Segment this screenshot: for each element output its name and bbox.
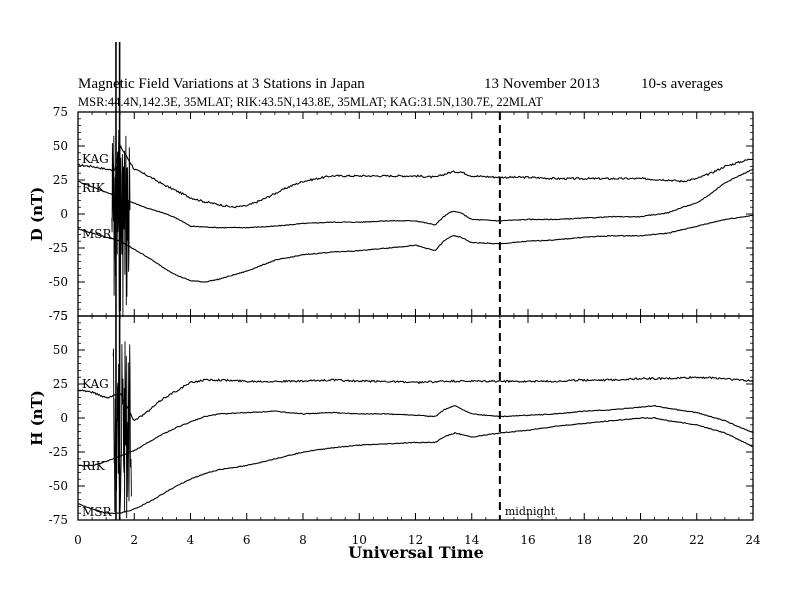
x-tick-label: 2 bbox=[130, 533, 138, 547]
x-tick-label: 14 bbox=[464, 533, 480, 547]
y-tick-label: -75 bbox=[49, 309, 68, 323]
x-tick-label: 4 bbox=[187, 533, 195, 547]
disturbance-spikes bbox=[111, 42, 132, 520]
x-tick-label: 24 bbox=[745, 533, 761, 547]
series-label-rik: RIK bbox=[82, 181, 106, 195]
series-line-kag bbox=[78, 144, 754, 209]
series-line-msr bbox=[77, 416, 754, 514]
series-label-msr: MSR bbox=[82, 505, 113, 519]
series-label-kag: KAG bbox=[82, 377, 109, 391]
spike-burst bbox=[112, 341, 132, 519]
chart-averaging: 10-s averages bbox=[641, 76, 723, 92]
x-tick-label: 18 bbox=[577, 533, 592, 547]
x-tick-label: 16 bbox=[520, 533, 535, 547]
x-tick-label: 0 bbox=[74, 533, 82, 547]
y-tick-label: -50 bbox=[49, 479, 68, 493]
y-tick-label: 25 bbox=[53, 377, 68, 391]
y-tick-label: 75 bbox=[53, 105, 68, 119]
series-line-kag bbox=[77, 375, 754, 422]
x-tick-label: 20 bbox=[633, 533, 648, 547]
y-tick-label: -50 bbox=[49, 275, 68, 289]
plot-frame bbox=[77, 111, 754, 317]
y-tick-label: -25 bbox=[49, 445, 68, 459]
x-axis-label: Universal Time bbox=[348, 543, 484, 562]
series-line-msr bbox=[78, 214, 754, 283]
spike-burst bbox=[111, 129, 131, 318]
d-component-panel: 75 50 25 0 -25 -50 -75 D (nT) KAG RIK MSR bbox=[28, 105, 754, 323]
y-tick-label: -25 bbox=[49, 241, 68, 255]
stations-line: MSR:44.4N,142.3E, 35MLAT; RIK:43.5N,143.… bbox=[78, 95, 543, 109]
series-label-msr: MSR bbox=[82, 227, 113, 241]
y-tick-label: 0 bbox=[60, 411, 68, 425]
chart-date: 13 November 2013 bbox=[484, 76, 600, 92]
x-tick-label: 8 bbox=[299, 533, 307, 547]
series-label-rik: RIK bbox=[82, 459, 106, 473]
y-axis-label: H (nT) bbox=[28, 390, 46, 446]
x-tick-label: 10 bbox=[352, 533, 367, 547]
y-tick-label: 0 bbox=[60, 207, 68, 221]
midnight-marker: midnight bbox=[498, 112, 556, 520]
y-tick-label: 25 bbox=[53, 173, 68, 187]
midnight-label: midnight bbox=[505, 505, 556, 518]
y-tick-label: -75 bbox=[49, 513, 68, 527]
x-tick-label: 6 bbox=[243, 533, 251, 547]
y-tick-label: 75 bbox=[53, 309, 68, 323]
y-tick-label: 50 bbox=[53, 139, 68, 153]
y-tick-label: 50 bbox=[53, 343, 68, 357]
chart-title: Magnetic Field Variations at 3 Stations … bbox=[78, 76, 365, 92]
y-axis-label: D (nT) bbox=[28, 187, 46, 242]
series-line-rik bbox=[77, 168, 754, 229]
series-label-kag: KAG bbox=[82, 152, 109, 166]
x-tick-label: 22 bbox=[689, 533, 704, 547]
x-tick-label: 12 bbox=[408, 533, 423, 547]
series-line-rik bbox=[77, 404, 754, 467]
